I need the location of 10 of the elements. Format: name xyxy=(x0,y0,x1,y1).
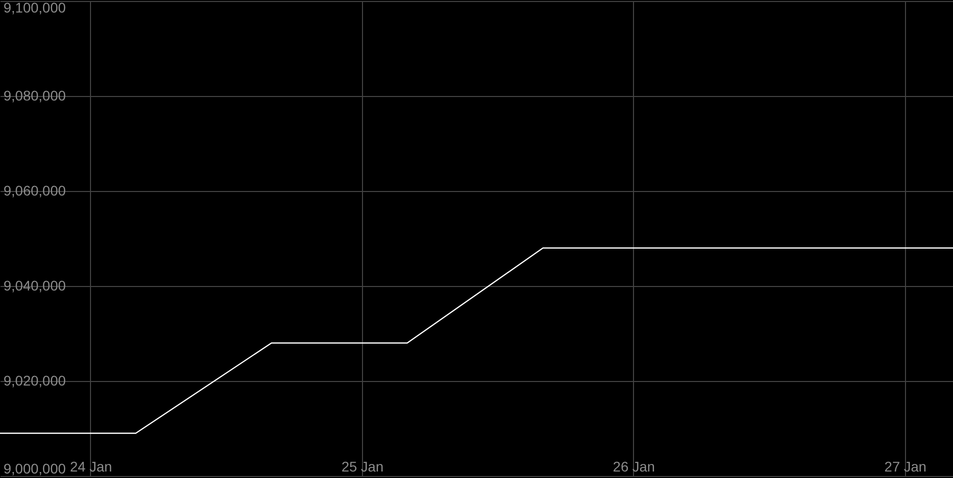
x-tick-label: 27 Jan xyxy=(884,458,926,474)
x-tick-label: 25 Jan xyxy=(341,458,384,474)
y-tick-label: 9,080,000 xyxy=(4,88,66,104)
y-tick-label: 9,000,000 xyxy=(4,460,66,476)
x-tick-label: 24 Jan xyxy=(70,458,112,474)
y-tick-label: 9,020,000 xyxy=(4,372,66,388)
y-tick-label: 9,100,000 xyxy=(4,0,66,16)
y-tick-label: 9,060,000 xyxy=(4,182,66,198)
y-tick-label: 9,040,000 xyxy=(4,278,66,294)
x-tick-label: 26 Jan xyxy=(612,458,655,474)
